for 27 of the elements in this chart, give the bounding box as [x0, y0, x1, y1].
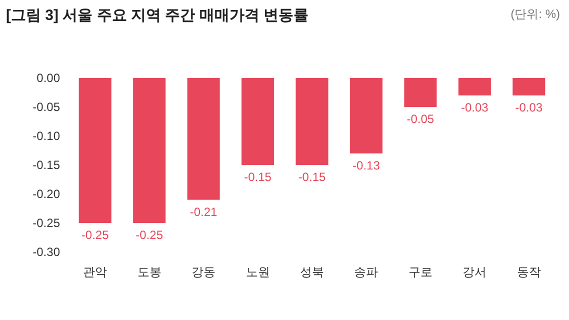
- y-tick-label: -0.10: [32, 129, 60, 143]
- data-label: -0.25: [136, 228, 164, 242]
- text: (단위: %): [510, 7, 560, 21]
- x-tick-label: 성북: [300, 265, 324, 279]
- data-label: -0.13: [352, 158, 380, 172]
- x-tick-label: 동작: [516, 265, 541, 279]
- y-tick-label: -0.05: [32, 100, 60, 114]
- y-tick-label: -0.15: [32, 158, 60, 172]
- x-tick-label: 강동: [192, 265, 216, 279]
- x-tick-label: 노원: [246, 265, 270, 279]
- data-label: -0.03: [515, 100, 543, 114]
- data-label: -0.15: [244, 170, 272, 184]
- x-tick-label: 구로: [408, 265, 432, 279]
- x-tick-label: 관악: [83, 265, 108, 279]
- y-tick-label: 0.00: [36, 71, 60, 85]
- data-label: -0.25: [81, 228, 110, 242]
- y-tick-label: -0.25: [32, 216, 60, 230]
- x-tick-label: 도봉: [137, 265, 162, 279]
- x-tick-label: 강서: [462, 265, 487, 279]
- data-label: -0.05: [406, 112, 434, 126]
- data-label: -0.15: [298, 170, 326, 184]
- data-label: -0.21: [190, 204, 218, 219]
- x-tick-label: 송파: [354, 265, 378, 279]
- y-tick-label: -0.20: [32, 187, 60, 201]
- chart-title: [그림 3] 서울 주요 지역 주간 매매가격 변동률: [6, 7, 309, 24]
- data-label: -0.03: [460, 100, 489, 114]
- y-tick-label: -0.30: [32, 245, 60, 259]
